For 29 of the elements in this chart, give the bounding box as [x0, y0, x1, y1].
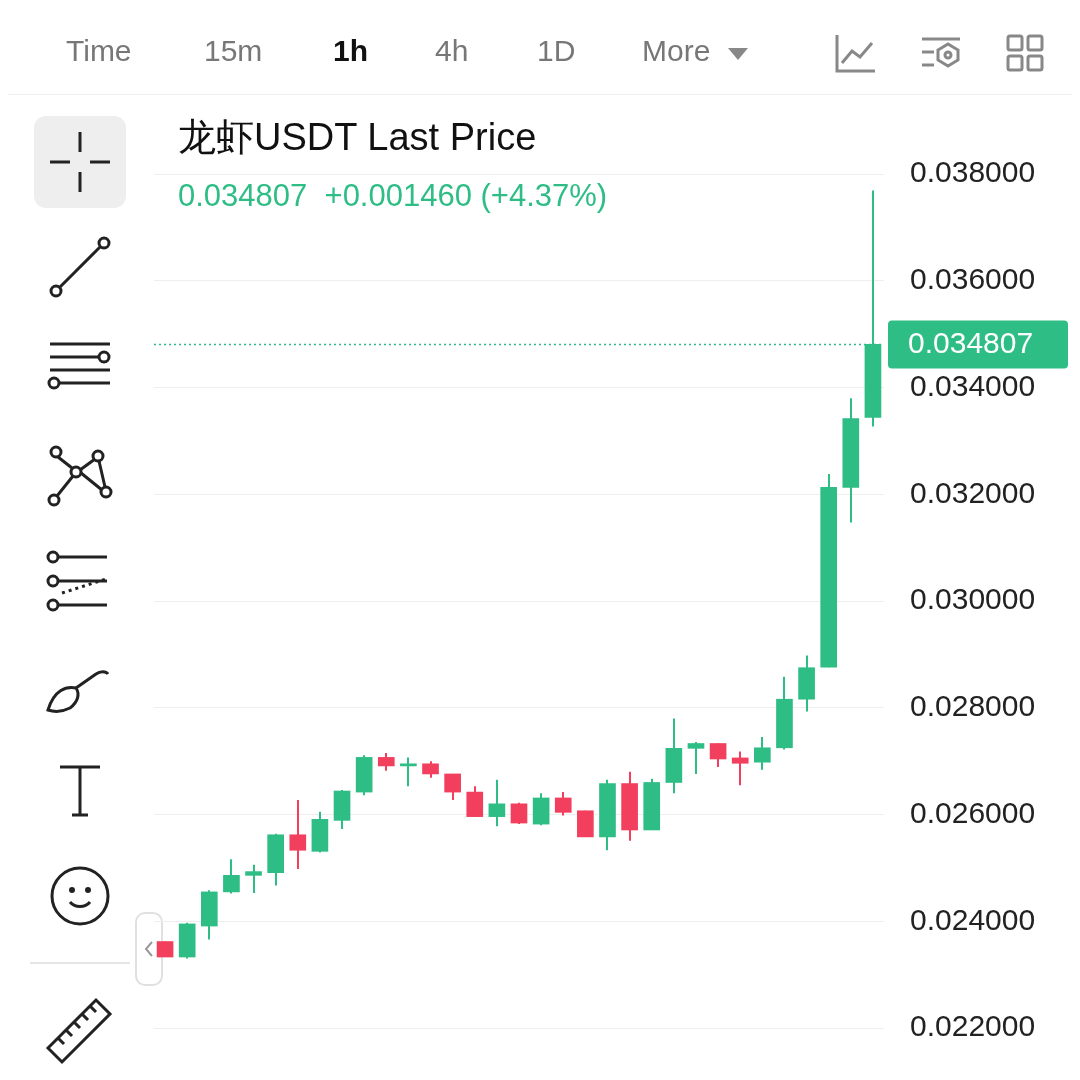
candlestick: [245, 863, 262, 894]
y-tick-label: 0.032000: [910, 475, 1036, 509]
candlestick: [687, 740, 705, 775]
y-tick-label: 0.030000: [910, 582, 1036, 616]
candlestick: [488, 778, 506, 828]
chart-subtitle: 0.034807 +0.001460 (+4.37%): [178, 178, 608, 214]
y-tick-label: 0.024000: [910, 902, 1036, 936]
text: 1h: [333, 34, 369, 68]
chart-title: 龙虾USDT Last Price: [178, 115, 537, 160]
text: 4h: [435, 34, 469, 68]
text: 1D: [537, 34, 576, 68]
y-tick-label: 0.028000: [910, 689, 1036, 723]
y-tick-label: 0.022000: [910, 1009, 1036, 1043]
y-tick-label: 0.038000: [910, 155, 1036, 189]
text: More: [642, 34, 711, 68]
ref-line-label: 0.034807: [908, 325, 1034, 359]
y-tick-label: 0.034000: [910, 368, 1036, 402]
text: 15m: [204, 34, 263, 68]
candlestick: [289, 799, 307, 870]
y-tick-label: 0.036000: [910, 262, 1036, 296]
candlestick: [223, 858, 240, 895]
candlestick: [554, 791, 572, 817]
candlestick: [444, 772, 461, 802]
candlestick: [709, 742, 727, 768]
candlestick: [731, 750, 749, 787]
candlestick: [400, 756, 417, 788]
text: Time: [66, 34, 132, 68]
candlestick: [754, 736, 771, 771]
y-tick-label: 0.026000: [910, 795, 1036, 829]
